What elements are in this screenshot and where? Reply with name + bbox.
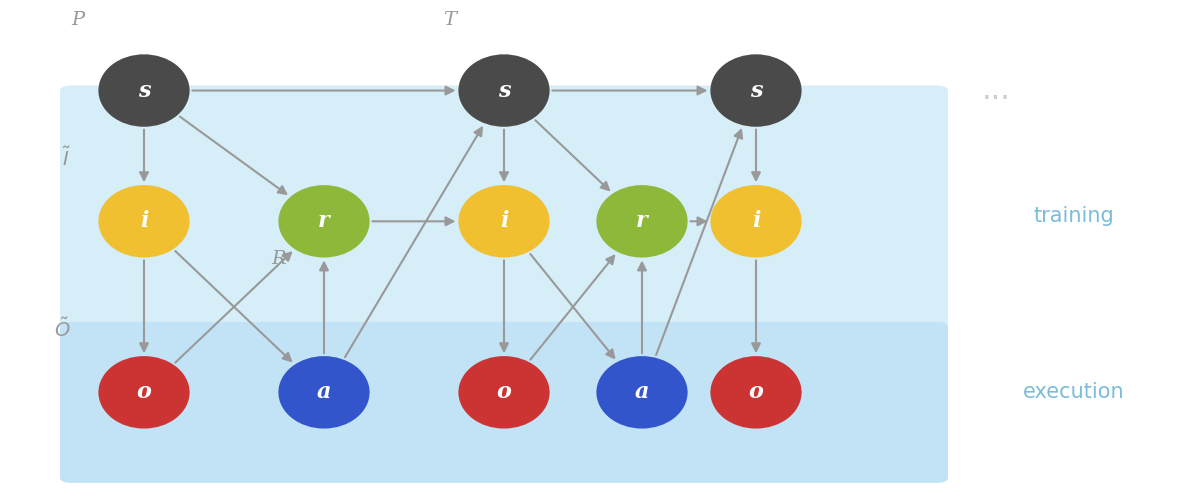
Text: ...: ... bbox=[982, 76, 1010, 105]
Ellipse shape bbox=[710, 54, 802, 127]
Text: s: s bbox=[750, 79, 762, 102]
Ellipse shape bbox=[458, 356, 550, 429]
Ellipse shape bbox=[710, 356, 802, 429]
Text: i: i bbox=[139, 210, 149, 232]
Text: $\tilde{O}$: $\tilde{O}$ bbox=[54, 318, 71, 341]
Ellipse shape bbox=[98, 185, 190, 258]
Ellipse shape bbox=[710, 185, 802, 258]
Ellipse shape bbox=[596, 356, 688, 429]
Text: training: training bbox=[1033, 206, 1115, 226]
Ellipse shape bbox=[458, 54, 550, 127]
Ellipse shape bbox=[596, 185, 688, 258]
Text: T: T bbox=[444, 11, 456, 29]
Text: execution: execution bbox=[1024, 382, 1124, 402]
Ellipse shape bbox=[278, 185, 370, 258]
Ellipse shape bbox=[458, 185, 550, 258]
Text: i: i bbox=[751, 210, 761, 232]
Text: $\tilde{I}$: $\tilde{I}$ bbox=[61, 147, 71, 170]
Text: o: o bbox=[137, 381, 151, 403]
Text: r: r bbox=[636, 210, 648, 232]
Text: o: o bbox=[497, 381, 511, 403]
Ellipse shape bbox=[98, 356, 190, 429]
Ellipse shape bbox=[278, 356, 370, 429]
Text: s: s bbox=[498, 79, 510, 102]
Ellipse shape bbox=[98, 54, 190, 127]
Text: a: a bbox=[635, 381, 649, 403]
Text: s: s bbox=[138, 79, 150, 102]
FancyBboxPatch shape bbox=[60, 86, 948, 367]
Text: r: r bbox=[318, 210, 330, 232]
Text: P: P bbox=[72, 11, 84, 29]
Text: R: R bbox=[271, 250, 286, 268]
FancyBboxPatch shape bbox=[60, 322, 948, 483]
Text: i: i bbox=[499, 210, 509, 232]
Text: a: a bbox=[317, 381, 331, 403]
Text: o: o bbox=[749, 381, 763, 403]
